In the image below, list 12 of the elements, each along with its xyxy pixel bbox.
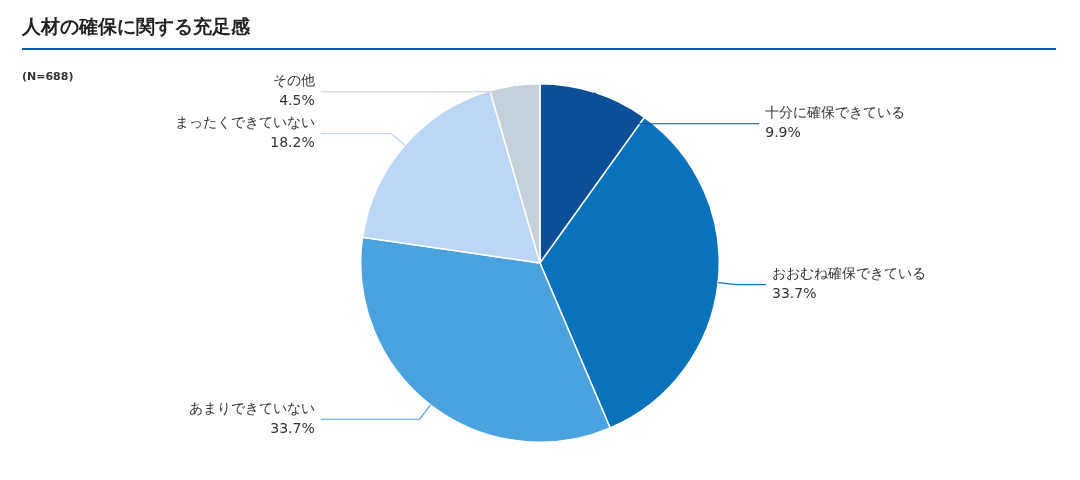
slice-label: まったくできていない xyxy=(174,114,315,131)
data-label: 18.2% xyxy=(270,134,315,151)
slice-label: おおむね確保できている xyxy=(772,265,927,282)
slice-label: その他 xyxy=(272,72,315,89)
slice-label: あまりできていない xyxy=(188,399,315,416)
data-label: 4.5% xyxy=(279,92,315,109)
chart-title: 人材の確保に関する充足感 xyxy=(22,14,1056,50)
slice-label: 十分に確保できている xyxy=(765,104,906,121)
data-label: 33.7% xyxy=(270,419,315,436)
text: (N=688) xyxy=(22,70,74,83)
data-label: 33.7% xyxy=(772,285,817,302)
data-label: 9.9% xyxy=(765,124,801,141)
